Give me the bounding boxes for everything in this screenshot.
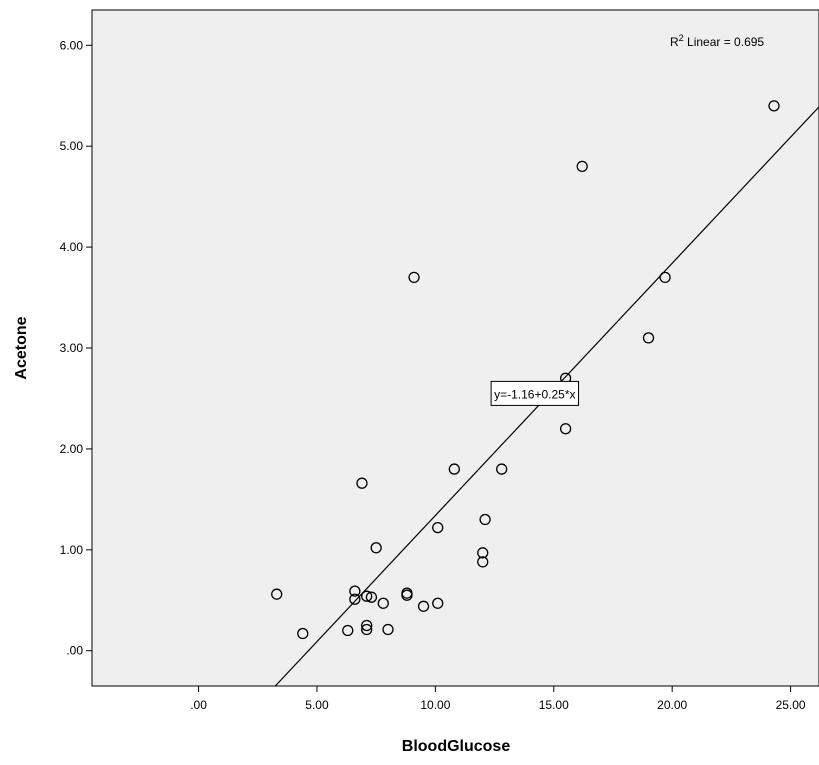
y-tick-label: 1.00 bbox=[60, 543, 84, 557]
data-point bbox=[432, 521, 444, 534]
r2-label: R2 Linear = 0.695 bbox=[670, 33, 764, 49]
x-tick-label: 5.00 bbox=[305, 698, 329, 712]
data-point bbox=[361, 623, 373, 636]
x-tick-label: 20.00 bbox=[657, 698, 687, 712]
data-points bbox=[271, 100, 780, 640]
data-point bbox=[408, 271, 420, 284]
x-tick-label: 25.00 bbox=[776, 698, 806, 712]
data-point bbox=[768, 100, 780, 112]
data-point bbox=[477, 556, 489, 568]
data-point bbox=[479, 513, 491, 526]
x-tick-label: 10.00 bbox=[420, 698, 450, 712]
data-point bbox=[365, 591, 378, 603]
y-tick-label: 5.00 bbox=[60, 139, 84, 153]
data-point bbox=[356, 477, 368, 489]
data-point bbox=[271, 588, 283, 600]
y-tick-label: 6.00 bbox=[60, 38, 84, 52]
data-point bbox=[297, 627, 309, 640]
x-tick-label: 15.00 bbox=[539, 698, 569, 712]
data-point bbox=[361, 590, 373, 602]
y-tick-label: 2.00 bbox=[60, 442, 84, 456]
x-axis: .00 5.00 10.00 15.00 20.00 25.00 bbox=[190, 686, 806, 712]
data-point bbox=[559, 423, 572, 435]
data-point bbox=[401, 589, 413, 601]
data-point bbox=[576, 160, 588, 173]
data-point bbox=[477, 547, 489, 559]
data-point bbox=[432, 597, 444, 609]
equation-label: y=-1.16+0.25*x bbox=[494, 387, 575, 401]
data-point bbox=[377, 597, 389, 609]
y-tick-label: .00 bbox=[66, 644, 83, 658]
data-point bbox=[342, 624, 354, 637]
regression-line-group: y=-1.16+0.25*x bbox=[274, 106, 819, 687]
data-point bbox=[349, 585, 361, 597]
x-tick-label: .00 bbox=[190, 698, 207, 712]
y-axis-title: Acetone bbox=[13, 316, 30, 379]
y-axis: .00 1.00 2.00 3.00 4.00 5.00 6.00 bbox=[60, 38, 92, 658]
x-axis-title: BloodGlucose bbox=[402, 738, 511, 755]
plot-area bbox=[91, 9, 819, 687]
data-point bbox=[382, 623, 394, 636]
data-point bbox=[642, 332, 655, 344]
data-point bbox=[349, 593, 361, 605]
y-tick-label: 4.00 bbox=[60, 240, 84, 254]
data-point bbox=[417, 600, 430, 612]
data-point bbox=[361, 619, 373, 632]
data-point bbox=[659, 271, 671, 284]
equation-label-box: y=-1.16+0.25*x bbox=[490, 380, 580, 406]
data-point bbox=[370, 542, 382, 554]
data-point bbox=[448, 463, 460, 475]
data-point bbox=[496, 463, 508, 475]
y-tick-label: 3.00 bbox=[60, 341, 84, 355]
equation-box bbox=[490, 380, 580, 406]
